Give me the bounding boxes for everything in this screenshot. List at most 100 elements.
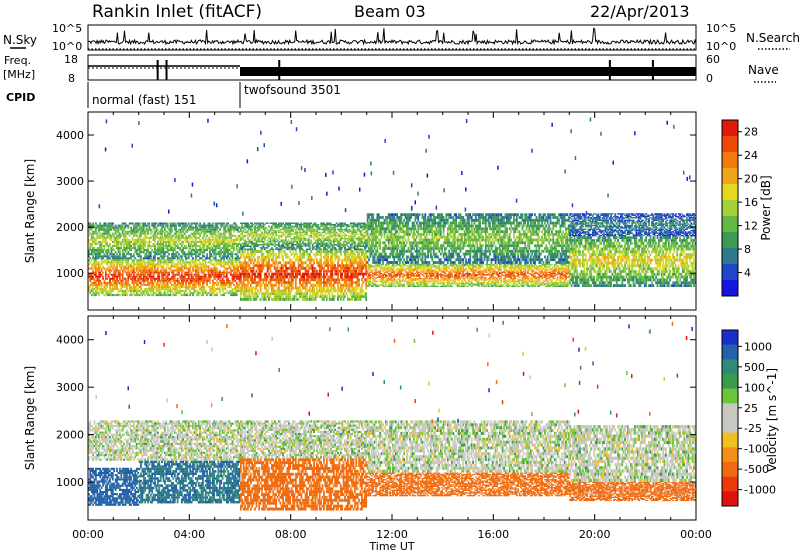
heat-cell	[220, 253, 222, 255]
heat-cell	[198, 270, 200, 272]
heat-cell	[156, 235, 158, 237]
heat-cell	[341, 273, 343, 276]
heat-cell	[320, 270, 322, 273]
heat-cell	[108, 247, 110, 249]
heat-cell	[126, 294, 128, 296]
heat-cell	[219, 288, 221, 290]
heat-cell	[143, 247, 145, 249]
heat-cell	[334, 259, 336, 262]
heat-cell	[213, 292, 215, 294]
heat-cell	[216, 268, 218, 270]
heat-cell	[160, 263, 162, 265]
heat-cell	[309, 247, 311, 249]
heat-cell	[209, 257, 211, 259]
heat-cell	[140, 237, 142, 239]
heat-cell	[99, 280, 101, 282]
heat-cell	[218, 282, 220, 284]
heat-cell	[109, 243, 111, 245]
heat-cell	[315, 278, 317, 281]
heat-cell	[281, 226, 283, 228]
heat-cell	[213, 284, 215, 286]
heat-cell	[340, 250, 342, 253]
heat-cell	[106, 278, 108, 280]
heat-cell	[267, 284, 269, 287]
heat-cell	[202, 284, 204, 286]
heat-cell	[187, 239, 189, 241]
heat-cell	[143, 259, 145, 261]
heat-cell	[129, 284, 131, 286]
heat-cell	[308, 241, 310, 243]
heat-cell	[358, 278, 360, 281]
heat-cell	[317, 226, 319, 228]
heat-cell	[254, 253, 256, 256]
heat-cell	[339, 256, 341, 259]
heat-cell	[241, 232, 243, 234]
heat-cell	[189, 261, 191, 263]
heat-cell	[301, 236, 303, 238]
heat-cell	[254, 249, 256, 251]
heat-cell	[160, 290, 162, 292]
heat-cell	[185, 266, 187, 268]
heat-cell	[337, 261, 339, 264]
heat-cell	[219, 255, 221, 257]
heat-cell	[332, 250, 334, 253]
heat-cell	[96, 290, 98, 292]
heat-cell	[247, 270, 249, 273]
heat-cell	[139, 253, 141, 255]
heat-cell	[275, 233, 277, 235]
heat-cell	[347, 295, 349, 298]
heat-cell	[361, 259, 363, 262]
heat-cell	[191, 274, 193, 276]
heat-cell	[120, 288, 122, 290]
heat-cell	[108, 276, 110, 278]
heat-cell	[143, 227, 145, 229]
heat-cell	[130, 257, 132, 259]
heat-cell	[175, 227, 177, 229]
heat-cell	[105, 270, 107, 272]
heat-cell	[240, 278, 242, 281]
heat-cell	[142, 294, 144, 296]
heat-cell	[261, 270, 263, 273]
heat-cell	[341, 236, 343, 238]
heat-cell	[163, 263, 165, 265]
heat-cell	[199, 245, 201, 247]
heat-cell	[277, 264, 279, 267]
heat-cell	[140, 276, 142, 278]
heat-cell	[188, 257, 190, 259]
heat-cell	[358, 284, 360, 287]
heat-cell	[205, 276, 207, 278]
heat-cell	[230, 231, 232, 233]
heat-cell	[343, 232, 345, 234]
heat-cell	[250, 261, 252, 264]
heat-cell	[362, 261, 364, 264]
heat-cell	[209, 243, 211, 245]
heat-cell	[150, 247, 152, 249]
heat-cell	[202, 294, 204, 296]
heat-cell	[267, 223, 269, 225]
heat-cell	[95, 294, 97, 296]
heat-cell	[95, 231, 97, 233]
heat-cell	[154, 233, 156, 235]
heat-cell	[289, 232, 291, 234]
heat-cell	[268, 236, 270, 238]
heat-cell	[316, 287, 318, 290]
heat-cell	[98, 261, 100, 263]
heat-cell	[230, 284, 232, 286]
heat-cell	[220, 263, 222, 265]
heat-cell	[326, 298, 328, 301]
heat-cell	[330, 281, 332, 284]
heat-cell	[278, 253, 280, 256]
heat-cell	[101, 243, 103, 245]
heat-cell	[281, 249, 283, 251]
heat-cell	[248, 273, 250, 276]
heat-cell	[344, 246, 346, 248]
heat-cell	[109, 280, 111, 282]
heat-cell	[206, 253, 208, 255]
cpid-mode-label: normal (fast) 151	[92, 93, 196, 107]
heat-cell	[191, 282, 193, 284]
heat-cell	[116, 278, 118, 280]
heat-cell	[125, 235, 127, 237]
heat-cell	[136, 233, 138, 235]
heat-cell	[210, 276, 212, 278]
heat-cell	[184, 229, 186, 231]
